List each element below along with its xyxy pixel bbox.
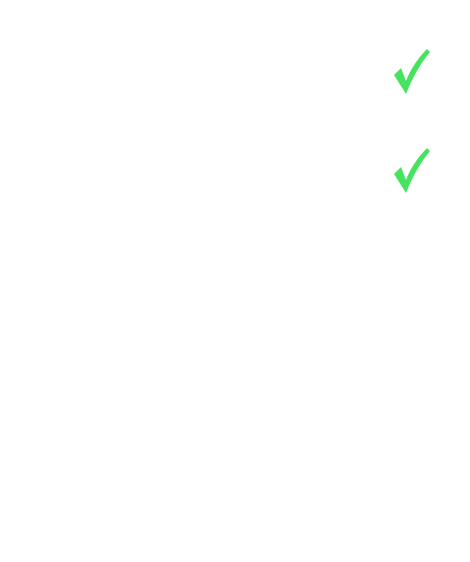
list-item: [0, 22, 470, 122]
check-icon: [394, 49, 430, 94]
check-icon: [394, 148, 430, 193]
list-item: [0, 121, 470, 221]
